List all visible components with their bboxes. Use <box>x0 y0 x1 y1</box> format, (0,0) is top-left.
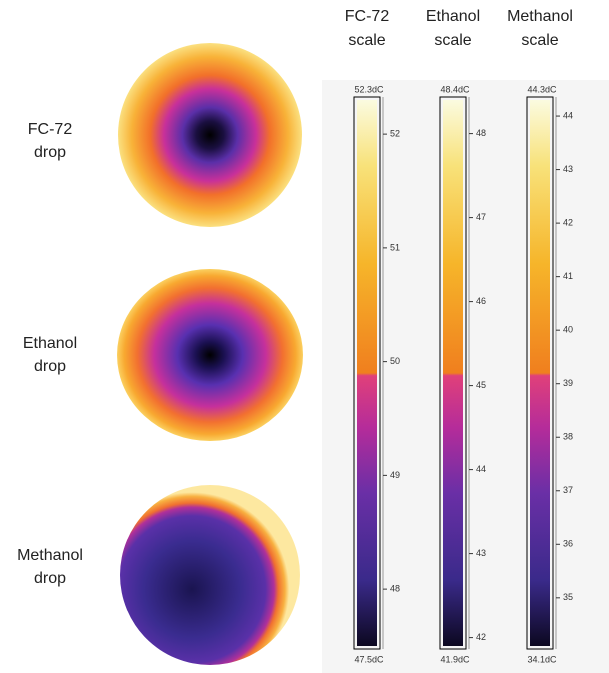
max-label: 44.3dC <box>527 84 557 94</box>
tick-label: 35 <box>563 592 573 602</box>
colorbar-frame <box>526 96 554 650</box>
tick-label: 50 <box>390 356 400 366</box>
tick-label: 44 <box>563 110 573 120</box>
max-label: 48.4dC <box>440 84 470 94</box>
tick-label: 38 <box>563 432 573 442</box>
min-label: 47.5dC <box>354 654 384 664</box>
tick-label: 36 <box>563 539 573 549</box>
tick-label: 43 <box>476 548 486 558</box>
colorbar-frame <box>439 96 467 650</box>
tick-label: 44 <box>476 464 486 474</box>
scale-title: scale <box>348 32 385 49</box>
tick-label: 39 <box>563 378 573 388</box>
min-label: 34.1dC <box>527 654 557 664</box>
tick-label: 47 <box>476 212 486 222</box>
max-label: 52.3dC <box>354 84 384 94</box>
tick-label: 45 <box>476 380 486 390</box>
tick-label: 37 <box>563 485 573 495</box>
fc72-drop-image <box>118 43 302 227</box>
scale-title: scale <box>521 32 558 49</box>
tick-label: 49 <box>390 470 400 480</box>
tick-label: 51 <box>390 242 400 252</box>
drop-label: drop <box>34 570 66 587</box>
ethanol-drop-image <box>117 269 303 441</box>
scale-title: Methanol <box>507 8 573 25</box>
drop-label: Methanol <box>17 547 83 564</box>
drop-label: drop <box>34 144 66 161</box>
tick-label: 41 <box>563 271 573 281</box>
tick-label: 43 <box>563 164 573 174</box>
colorbar <box>357 100 377 646</box>
tick-label: 40 <box>563 325 573 335</box>
tick-label: 48 <box>476 128 486 138</box>
tick-label: 42 <box>563 217 573 227</box>
tick-label: 46 <box>476 296 486 306</box>
drop-label: drop <box>34 358 66 375</box>
colorbar <box>443 100 463 646</box>
min-label: 41.9dC <box>440 654 470 664</box>
scale-title: Ethanol <box>426 8 480 25</box>
colorbar-frame <box>353 96 381 650</box>
scale-title: scale <box>434 32 471 49</box>
tick-label: 52 <box>390 129 400 139</box>
tick-label: 48 <box>390 584 400 594</box>
methanol-drop-image <box>120 485 300 665</box>
drop-label: FC-72 <box>28 121 73 138</box>
tick-label: 42 <box>476 632 486 642</box>
drop-label: Ethanol <box>23 335 77 352</box>
colorbar <box>530 100 550 646</box>
scale-title: FC-72 <box>345 8 390 25</box>
